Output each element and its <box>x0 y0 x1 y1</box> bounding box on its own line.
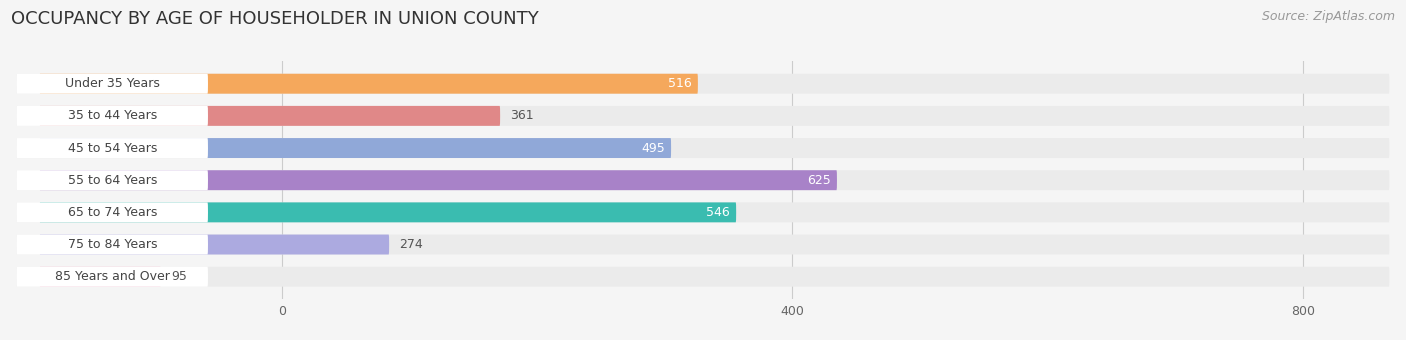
FancyBboxPatch shape <box>39 106 501 126</box>
FancyBboxPatch shape <box>17 267 208 287</box>
FancyBboxPatch shape <box>17 170 208 190</box>
FancyBboxPatch shape <box>17 106 208 126</box>
Text: Under 35 Years: Under 35 Years <box>65 77 160 90</box>
FancyBboxPatch shape <box>17 202 208 222</box>
Text: 55 to 64 Years: 55 to 64 Years <box>67 174 157 187</box>
Text: 361: 361 <box>510 109 534 122</box>
FancyBboxPatch shape <box>17 138 208 158</box>
Text: 35 to 44 Years: 35 to 44 Years <box>67 109 157 122</box>
Text: 65 to 74 Years: 65 to 74 Years <box>67 206 157 219</box>
FancyBboxPatch shape <box>17 170 1389 190</box>
FancyBboxPatch shape <box>39 74 697 94</box>
Text: OCCUPANCY BY AGE OF HOUSEHOLDER IN UNION COUNTY: OCCUPANCY BY AGE OF HOUSEHOLDER IN UNION… <box>11 10 538 28</box>
Text: 45 to 54 Years: 45 to 54 Years <box>67 141 157 155</box>
Text: 274: 274 <box>399 238 423 251</box>
FancyBboxPatch shape <box>17 202 1389 222</box>
FancyBboxPatch shape <box>17 138 1389 158</box>
FancyBboxPatch shape <box>17 106 1389 126</box>
FancyBboxPatch shape <box>17 74 1389 94</box>
FancyBboxPatch shape <box>39 170 837 190</box>
Text: 75 to 84 Years: 75 to 84 Years <box>67 238 157 251</box>
Text: 516: 516 <box>668 77 692 90</box>
FancyBboxPatch shape <box>17 267 1389 287</box>
FancyBboxPatch shape <box>39 202 737 222</box>
Text: 625: 625 <box>807 174 831 187</box>
FancyBboxPatch shape <box>17 235 1389 255</box>
FancyBboxPatch shape <box>39 138 671 158</box>
Text: 546: 546 <box>706 206 730 219</box>
FancyBboxPatch shape <box>39 235 389 255</box>
FancyBboxPatch shape <box>17 235 208 255</box>
Text: Source: ZipAtlas.com: Source: ZipAtlas.com <box>1261 10 1395 23</box>
Text: 95: 95 <box>172 270 187 283</box>
FancyBboxPatch shape <box>17 74 208 94</box>
Text: 85 Years and Over: 85 Years and Over <box>55 270 170 283</box>
Text: 495: 495 <box>641 141 665 155</box>
FancyBboxPatch shape <box>39 267 160 287</box>
